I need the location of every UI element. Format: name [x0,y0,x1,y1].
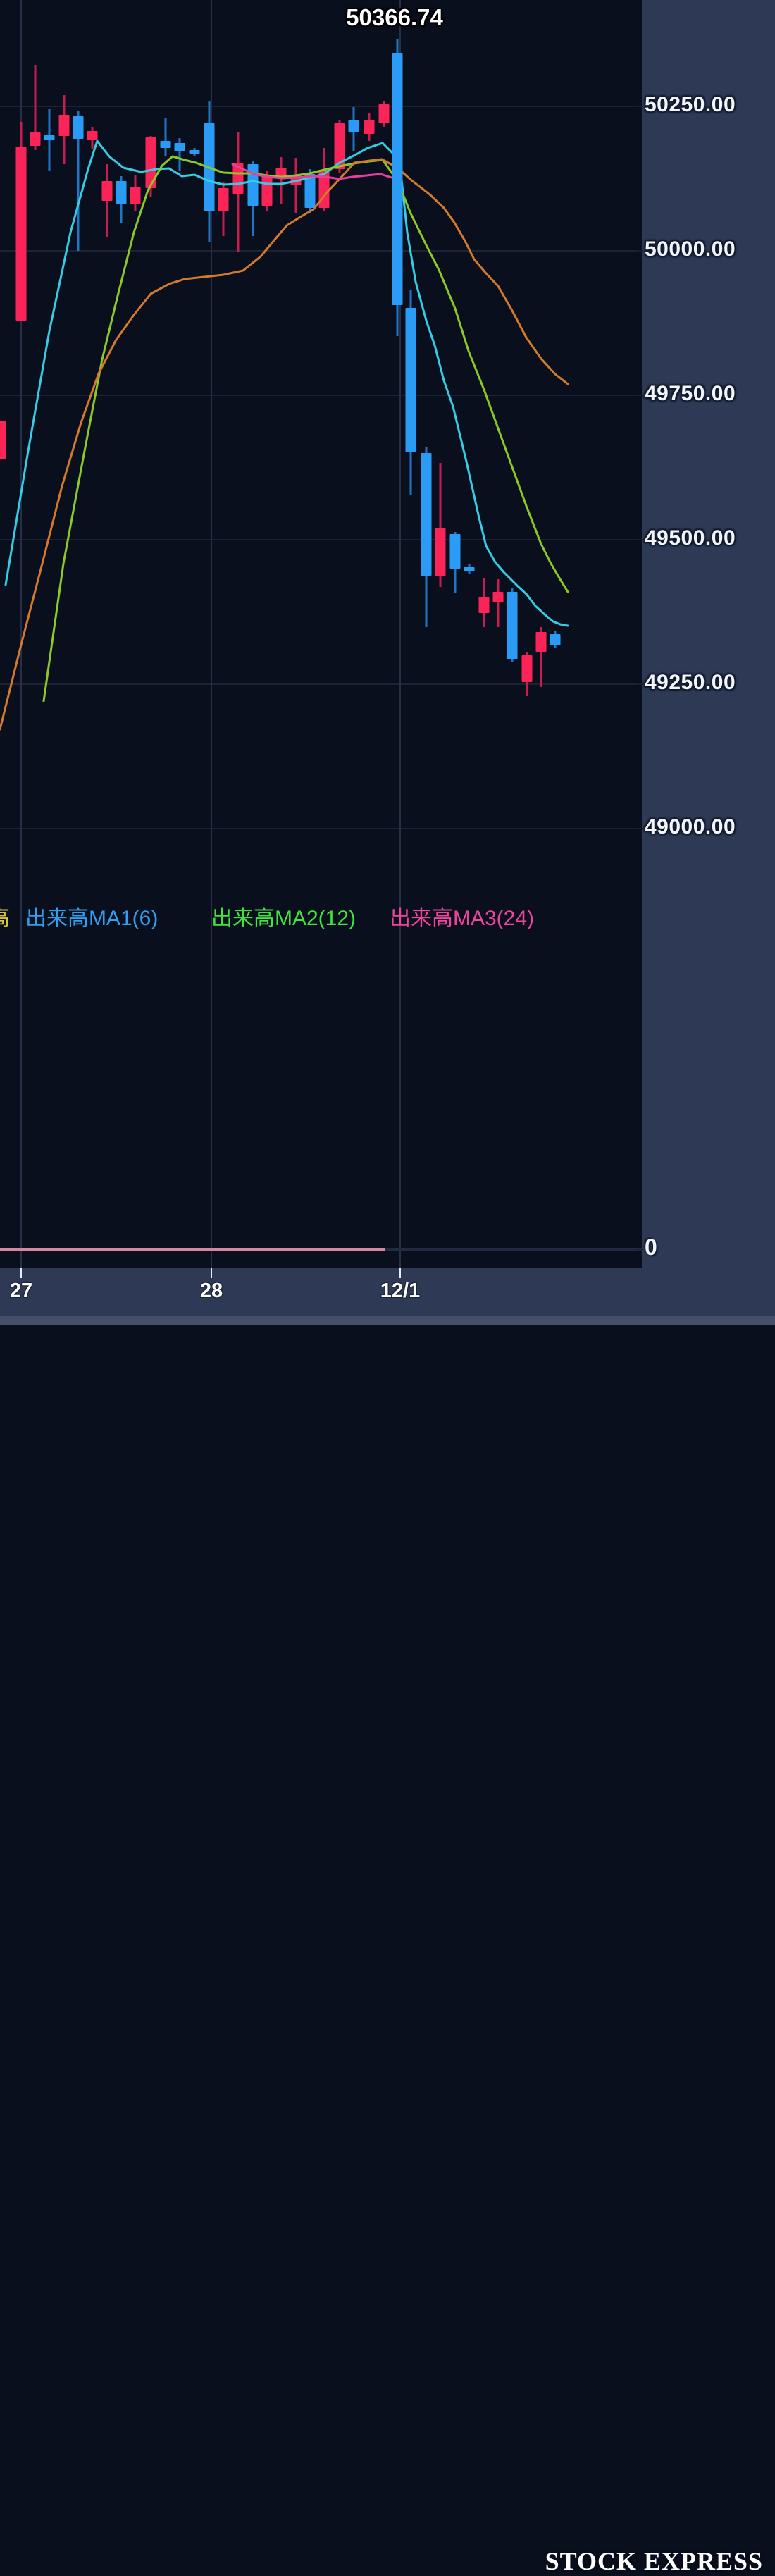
price-axis-label: 49500.00 [645,526,736,550]
legend-item-volume-clipped[interactable]: 出来高 [0,900,13,927]
watermark-logo: STOCK EXPRESS [545,2547,763,2575]
axis-tick-nub [636,683,643,685]
price-axis-label: 50250.00 [645,93,736,116]
price-axis-label: 49250.00 [645,671,736,694]
volume-label: 出来高 [0,900,10,927]
bottom-strip [0,1316,775,1325]
axis-tick-nub [636,539,643,540]
axis-tick-nub [636,250,643,252]
price-axis-panel[interactable] [642,0,775,1268]
legend-item-ma324[interactable]: 出来高MA3(24) [390,907,535,930]
axis-tick-nub [636,106,643,107]
date-tick-mark [20,1268,22,1278]
date-label: 12/1 [380,1280,421,1302]
chart-canvas[interactable] [0,0,642,1268]
price-axis-label: 50000.00 [645,237,736,261]
date-tick-mark [211,1268,212,1278]
date-tick-mark [399,1268,401,1278]
date-label: 28 [199,1280,223,1302]
volume-zero-label: 0 [645,1234,657,1260]
high-price-annotation: 50366.74 [346,4,443,30]
volume-ma-legend: 出来高 出来高MA1(6) 出来高MA2(12) 出来高MA3(24) [0,900,642,930]
date-label: 27 [9,1280,33,1302]
axis-tick-nub [636,828,643,829]
candlestick-chart[interactable] [0,0,642,1268]
axis-tick-nub [636,395,643,396]
legend-item-ma16[interactable]: 出来高MA1(6) [25,907,159,930]
legend-item-ma212[interactable]: 出来高MA2(12) [211,907,356,930]
price-axis-label: 49000.00 [645,815,736,838]
price-axis-label: 49750.00 [645,382,736,405]
axis-tick-nub [636,1249,643,1250]
